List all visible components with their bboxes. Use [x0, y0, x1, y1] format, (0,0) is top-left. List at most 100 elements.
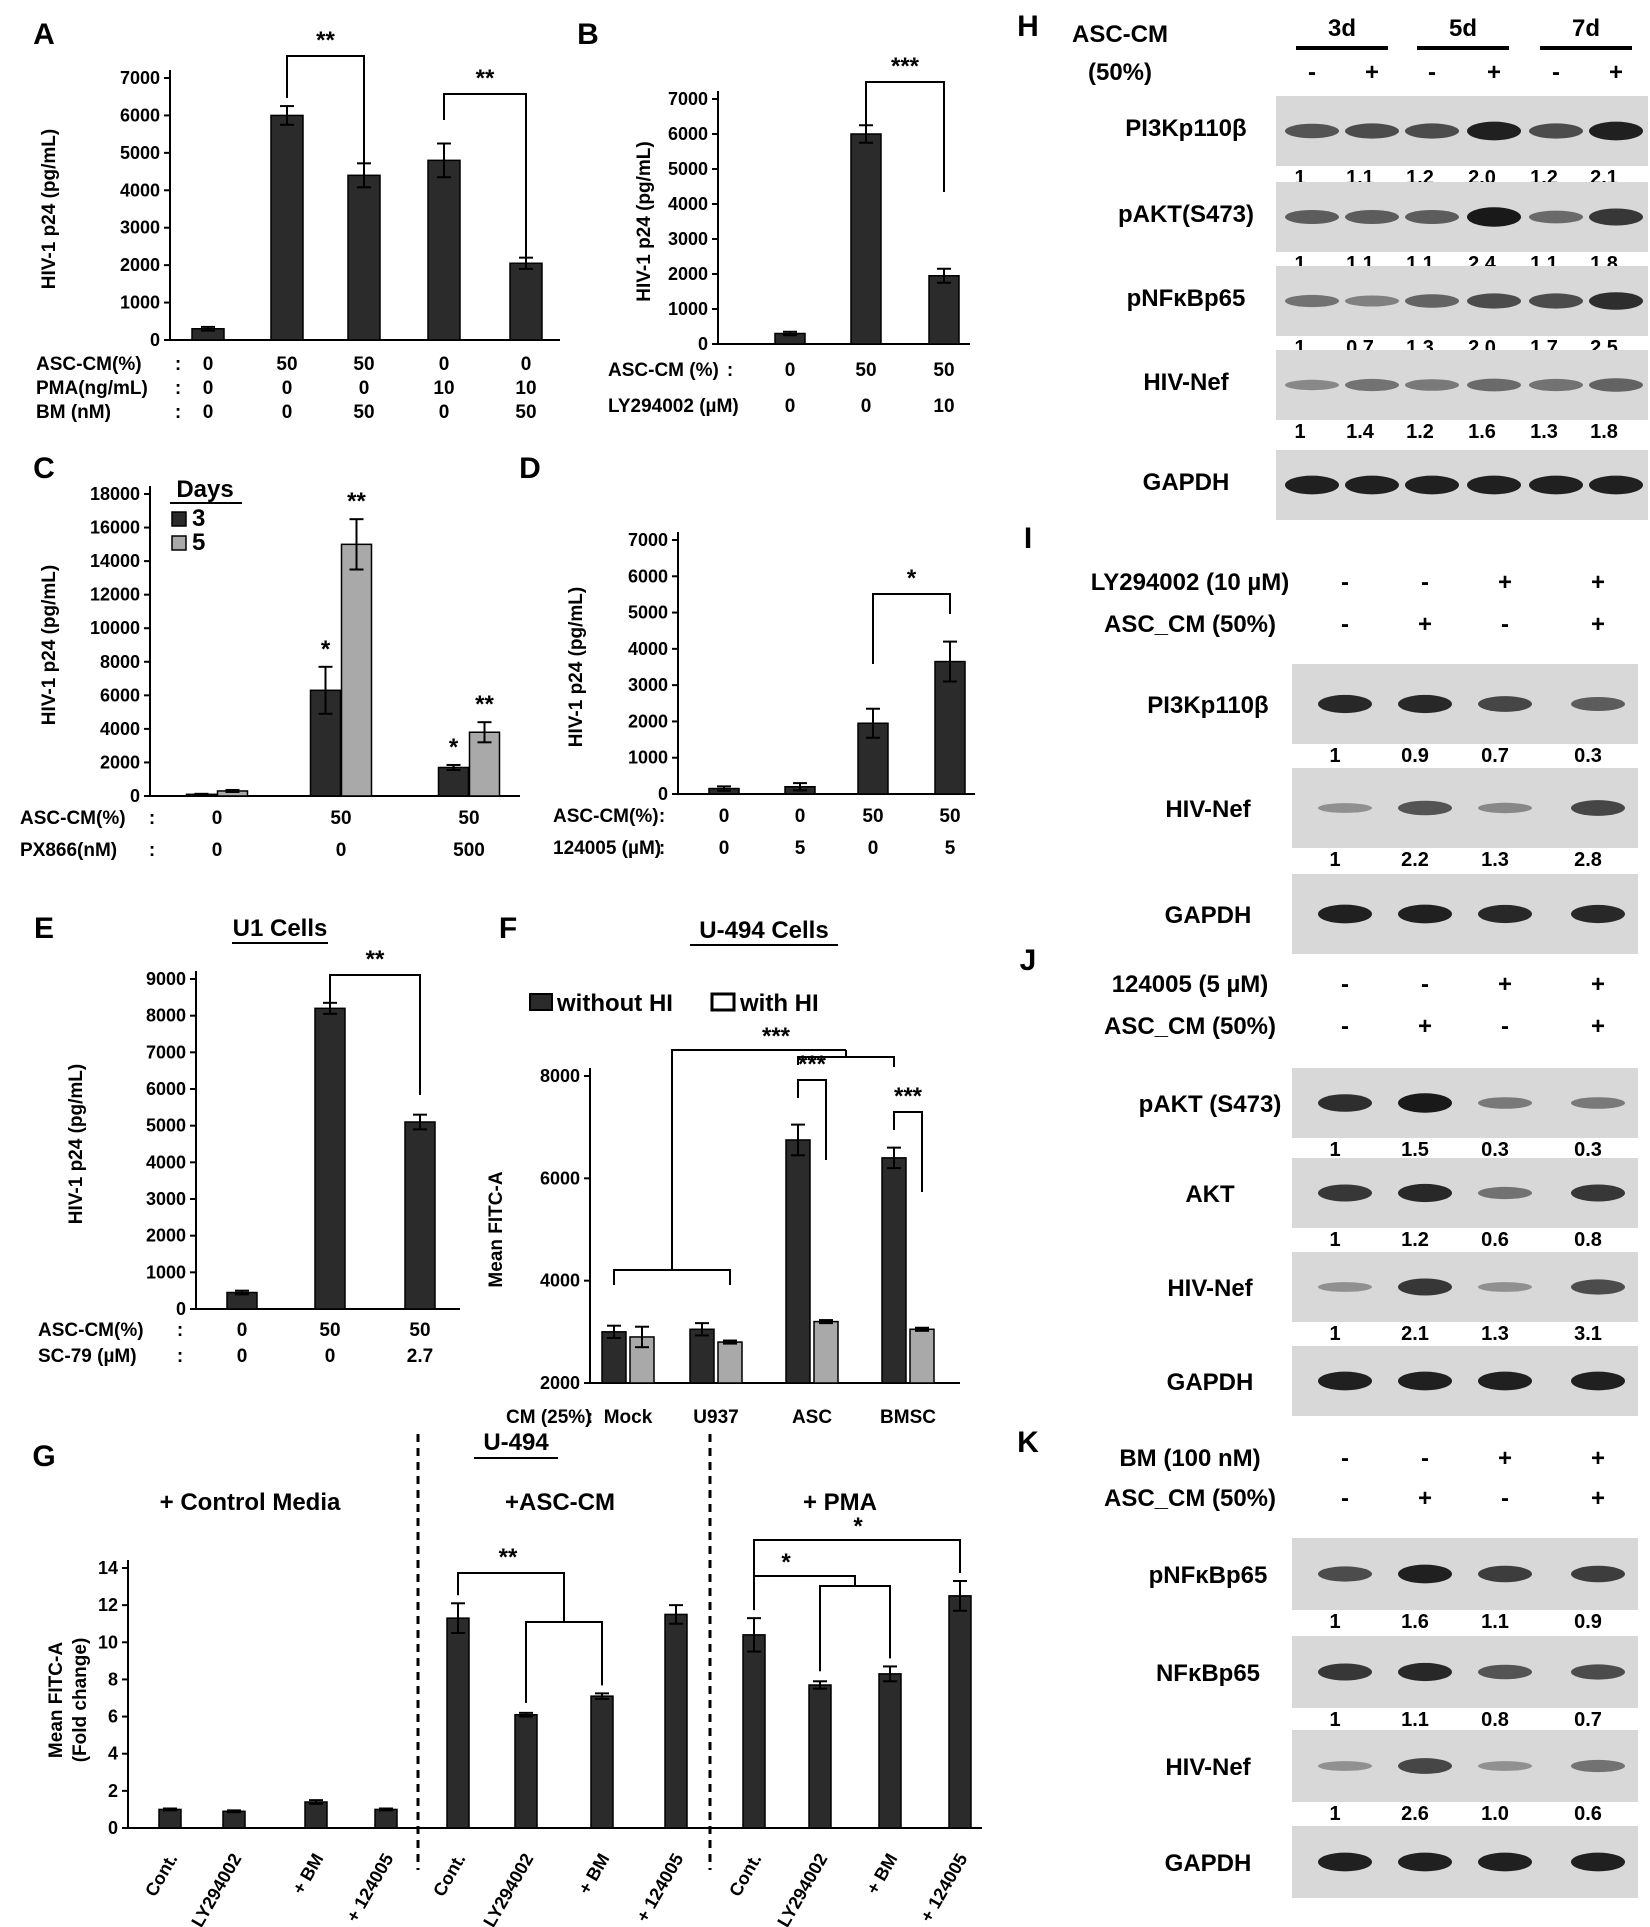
y-axis-title: Mean FITC-A	[46, 1642, 67, 1758]
y-tick-label: 7000	[146, 1042, 186, 1062]
bar	[664, 1613, 688, 1829]
bar-without-hi	[881, 1157, 907, 1384]
significance-label: ***	[798, 1051, 827, 1078]
y-tick-label: 5000	[628, 603, 668, 623]
blot-row-band	[1571, 1664, 1625, 1680]
y-axis-title: HIV-1 p24 (pg/mL)	[39, 129, 60, 289]
condition-value: 0	[212, 808, 223, 829]
treatment-sign: -	[1421, 1445, 1429, 1472]
bar	[590, 1695, 614, 1829]
condition-value: 50	[353, 354, 374, 375]
y-tick-label: 1000	[628, 748, 668, 768]
treatment-sign: -	[1341, 1485, 1349, 1512]
quantification-label: 1	[1329, 1709, 1340, 1731]
treatment-sign: +	[1591, 569, 1605, 596]
y-tick-label: 1000	[146, 1262, 186, 1282]
group-title: + Control Media	[160, 1489, 341, 1516]
blot-row-band	[1398, 1564, 1452, 1584]
legend-label: 5	[192, 529, 205, 556]
blot-row-band	[1318, 1094, 1372, 1112]
blot-row-band	[1398, 1662, 1452, 1682]
treatment-sign: +	[1498, 971, 1512, 998]
y-tick-label: 6000	[120, 105, 160, 125]
blot-row-membrane	[1276, 350, 1648, 420]
quantification-label: 1.6	[1401, 1611, 1429, 1633]
y-tick-label: 5000	[146, 1116, 186, 1136]
blot-row-band	[1318, 1852, 1372, 1872]
blot-row-band	[1467, 293, 1521, 309]
blot-row-band	[1318, 904, 1372, 924]
blot-row-band	[1345, 123, 1399, 139]
treatment-label: ASC-CM	[1072, 21, 1168, 48]
protein-label: HIV-Nef	[1167, 1275, 1253, 1302]
protein-label: HIV-Nef	[1165, 796, 1251, 823]
blot-row-band	[1405, 379, 1459, 391]
y-tick-label: 8000	[100, 652, 140, 672]
category-label: U937	[693, 1407, 738, 1428]
bar	[158, 1808, 182, 1829]
significance-bracket	[753, 1575, 856, 1611]
condition-value: 0	[719, 838, 730, 859]
treatment-sign: -	[1341, 611, 1349, 638]
blot-row-band	[1405, 294, 1459, 308]
y-tick-label: 1000	[668, 299, 708, 319]
quantification-label: 2.2	[1401, 849, 1429, 871]
category-label: ASC	[792, 1407, 832, 1428]
quantification-label: 1.5	[1401, 1139, 1429, 1161]
condition-value: 5	[945, 838, 956, 859]
blot-row-band	[1398, 800, 1452, 816]
quantification-label: 0.3	[1574, 1139, 1602, 1161]
bar	[427, 159, 461, 341]
y-tick-label: 12	[98, 1595, 118, 1615]
blot-row-band	[1467, 207, 1521, 227]
group-title: +ASC-CM	[505, 1489, 615, 1516]
blot-row-band	[1529, 123, 1583, 139]
quantification-label: 1.1	[1481, 1611, 1509, 1633]
condition-colon: :	[149, 840, 155, 861]
bar	[514, 1713, 538, 1829]
blot-row-band	[1571, 904, 1625, 924]
condition-value: 0	[521, 354, 532, 375]
blot-row-band	[1318, 1282, 1372, 1292]
blot-row-band	[1405, 123, 1459, 139]
blot-row-band	[1571, 1852, 1625, 1872]
condition-value: 5	[795, 838, 806, 859]
bar	[878, 1673, 902, 1829]
bar	[742, 1634, 766, 1829]
blot-row-band	[1467, 121, 1521, 141]
category-label: + LY294002	[180, 1850, 246, 1927]
condition-value: 50	[409, 1320, 430, 1341]
condition-label: CM (25%)	[506, 1407, 592, 1428]
category-label: + 124005	[632, 1850, 687, 1925]
significance-label: *	[853, 1513, 863, 1540]
panel-label-d: D	[519, 452, 541, 485]
condition-value: 2.7	[407, 1346, 433, 1367]
condition-value: 0	[868, 838, 879, 859]
bar	[314, 1007, 346, 1310]
quantification-label: 1.2	[1406, 421, 1434, 443]
panel-label: K	[1017, 1426, 1039, 1459]
y-tick-label: 8000	[146, 1006, 186, 1026]
blot-row-band	[1318, 1663, 1372, 1681]
treatment-sign: +	[1498, 1445, 1512, 1472]
y-tick-label: 14000	[90, 551, 140, 571]
legend-title: Days	[176, 476, 233, 503]
y-tick-label: 2000	[100, 752, 140, 772]
blot-row-band	[1318, 1371, 1372, 1391]
quantification-label: 1.4	[1346, 421, 1375, 443]
treatment-sign: +	[1591, 1013, 1605, 1040]
quantification-label: 0.8	[1574, 1229, 1602, 1251]
day-label: 7d	[1572, 15, 1600, 42]
condition-value: 50	[319, 1320, 340, 1341]
quantification-label: 1.1	[1401, 1709, 1429, 1731]
y-axis-title: Mean FITC-A	[486, 1171, 507, 1287]
significance-bracket	[797, 1079, 827, 1160]
category-label: Mock	[604, 1407, 653, 1428]
legend-swatch-day-3	[171, 511, 187, 527]
quantification-label: 0.7	[1481, 745, 1509, 767]
protein-label: PI3Kp110β	[1147, 692, 1268, 719]
quantification-label: 0.3	[1574, 745, 1602, 767]
blot-row-band	[1529, 210, 1583, 224]
blot-row-band	[1405, 210, 1459, 224]
blot-row-band	[1478, 1761, 1532, 1771]
